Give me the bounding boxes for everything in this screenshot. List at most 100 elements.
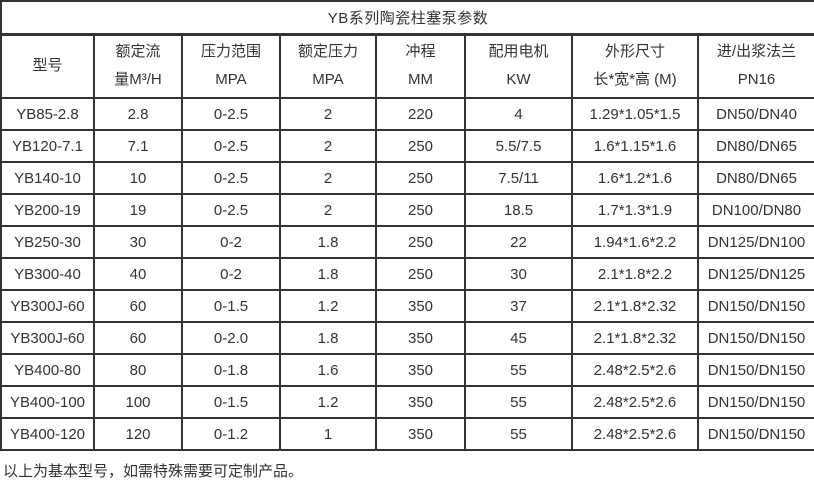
column-header-line: MPA	[215, 71, 247, 89]
column-header: 额定流 量M³/H	[93, 33, 183, 99]
table-cell: DN150/DN150	[696, 417, 814, 451]
table-cell: 0-1.5	[181, 385, 281, 419]
table-cell: 60	[93, 289, 183, 323]
table-cell: YB400-120	[0, 417, 95, 451]
column-header-line: 冲程	[405, 43, 436, 61]
table-cell: 0-2	[181, 257, 281, 291]
table-cell: 120	[93, 417, 183, 451]
column-header-line: 外形尺寸	[604, 43, 665, 61]
table-cell: 2.1*1.8*2.32	[571, 289, 699, 323]
table-cell: YB300-40	[0, 257, 95, 291]
column-header: 型号	[0, 33, 95, 99]
column-header-line: 型号	[32, 57, 63, 75]
table-row: YB400-80 80 0-1.8 1.6 350 55 2.48*2.5*2.6 DN150…	[0, 353, 814, 387]
table-cell: 0-1.2	[181, 417, 281, 451]
table-cell: 2	[279, 193, 377, 227]
table-row: YB300J-60 60 0-1.5 1.2 350 37 2.1*1.8*2.32 DN15…	[0, 289, 814, 323]
column-header: 外形尺寸长*宽*高 (M)	[571, 33, 699, 99]
table-row: YB140-10 10 0-2.5 2 250 7.5/11 1.6*1.2*1.6 DN80…	[0, 161, 814, 195]
table-cell: 1.8	[279, 321, 377, 355]
table-cell: DN150/DN150	[696, 353, 814, 387]
table-cell: 250	[375, 257, 466, 291]
table-cell: 0-2.5	[181, 193, 281, 227]
table-cell: 0-2.5	[181, 129, 281, 163]
table-cell: 1.94*1.6*2.2	[571, 225, 699, 259]
table-cell: 1.6	[279, 353, 377, 387]
table-cell: 0-2	[181, 225, 281, 259]
table-cell: 2.48*2.5*2.6	[571, 353, 699, 387]
table-cell: DN150/DN150	[696, 385, 814, 419]
table-cell: 30	[93, 225, 183, 259]
table-cell: 0-1.8	[181, 353, 281, 387]
table-row: YB300J-60 60 0-2.0 1.8 350 45 2.1*1.8*2.32 DN15…	[0, 321, 814, 355]
column-header: 压力范围 MPA	[181, 33, 281, 99]
table-cell: DN80/DN65	[696, 161, 814, 195]
table-cell: 1	[279, 417, 377, 451]
column-header: 进/出浆法兰 PN16	[696, 33, 814, 99]
column-header-row: 型号 额定流 量M³/H 压力范围 MPA 额定压力 MPA 冲程 MM 配用电机 KW 外形尺寸长*…	[0, 33, 814, 99]
table-cell: YB400-100	[0, 385, 95, 419]
table-cell: 1.6*1.15*1.6	[571, 129, 699, 163]
table-cell: 2	[279, 129, 377, 163]
table-cell: 80	[93, 353, 183, 387]
column-header: 冲程 MM	[375, 33, 466, 99]
table-cell: 2.1*1.8*2.2	[571, 257, 699, 291]
table-cell: 350	[375, 321, 466, 355]
table-cell: 55	[464, 353, 573, 387]
footer-note: 以上为基本型号，如需特殊需要可定制产品。	[3, 463, 304, 480]
table-cell: YB250-30	[0, 225, 95, 259]
table-cell: DN125/DN100	[696, 225, 814, 259]
table-cell: YB300J-60	[0, 289, 95, 323]
table-cell: YB85-2.8	[0, 97, 95, 131]
table-cell: DN80/DN65	[696, 129, 814, 163]
table-cell: 0-2.0	[181, 321, 281, 355]
table-row: YB400-120 120 0-1.2 1 350 55 2.48*2.5*2.6 DN150…	[0, 417, 814, 451]
table-cell: 350	[375, 385, 466, 419]
table-cell: 10	[93, 161, 183, 195]
table-row: YB400-100 100 0-1.5 1.2 350 55 2.48*2.5*2.6 DN1…	[0, 385, 814, 419]
table-cell: 350	[375, 417, 466, 451]
column-header-line: 长*宽*高 (M)	[593, 71, 677, 89]
table-cell: 1.6*1.2*1.6	[571, 161, 699, 195]
table-head: YB系列陶瓷柱塞泵参数 型号 额定流 量M³/H 压力范围 MPA 额定压力 MPA 冲程 MM…	[0, 0, 814, 99]
pump-spec-table: YB系列陶瓷柱塞泵参数 型号 额定流 量M³/H 压力范围 MPA 额定压力 MPA 冲程 MM…	[0, 0, 814, 451]
table-cell: 2.1*1.8*2.32	[571, 321, 699, 355]
table-cell: 2.8	[93, 97, 183, 131]
table-cell: 0-2.5	[181, 161, 281, 195]
table-cell: DN125/DN125	[696, 257, 814, 291]
table-cell: 7.1	[93, 129, 183, 163]
table-row: YB300-40 40 0-2 1.8 250 30 2.1*1.8*2.2 DN125/DN…	[0, 257, 814, 291]
table-cell: DN150/DN150	[696, 289, 814, 323]
column-header-line: KW	[506, 71, 531, 89]
table-cell: 250	[375, 129, 466, 163]
column-header-line: 额定压力	[297, 43, 358, 61]
table-cell: 19	[93, 193, 183, 227]
table-cell: 18.5	[464, 193, 573, 227]
table-cell: 37	[464, 289, 573, 323]
table-title: YB系列陶瓷柱塞泵参数	[0, 0, 814, 36]
table-cell: 250	[375, 161, 466, 195]
table-cell: 4	[464, 97, 573, 131]
column-header-line: 配用电机	[488, 43, 549, 61]
table-cell: YB140-10	[0, 161, 95, 195]
table-cell: 100	[93, 385, 183, 419]
table-cell: 1.8	[279, 257, 377, 291]
table-cell: 0-2.5	[181, 97, 281, 131]
table-row: YB120-7.1 7.1 0-2.5 2 250 5.5/7.5 1.6*1.15*1.6…	[0, 129, 814, 163]
table-cell: YB300J-60	[0, 321, 95, 355]
table-cell: 1.8	[279, 225, 377, 259]
title-row: YB系列陶瓷柱塞泵参数	[0, 0, 814, 36]
table-cell: 250	[375, 193, 466, 227]
table-cell: 250	[375, 225, 466, 259]
table-cell: YB400-80	[0, 353, 95, 387]
column-header: 配用电机 KW	[464, 33, 573, 99]
table-cell: 2.48*2.5*2.6	[571, 385, 699, 419]
table-row: YB200-19 19 0-2.5 2 250 18.5 1.7*1.3*1.9 DN100/…	[0, 193, 814, 227]
column-header-line: 额定流	[115, 43, 161, 61]
table-body: YB85-2.8 2.8 0-2.5 2 220 4 1.29*1.05*1.5 DN50/D…	[0, 97, 814, 451]
table-cell: 1.7*1.3*1.9	[571, 193, 699, 227]
table-cell: DN50/DN40	[696, 97, 814, 131]
table-cell: 5.5/7.5	[464, 129, 573, 163]
table-cell: 45	[464, 321, 573, 355]
